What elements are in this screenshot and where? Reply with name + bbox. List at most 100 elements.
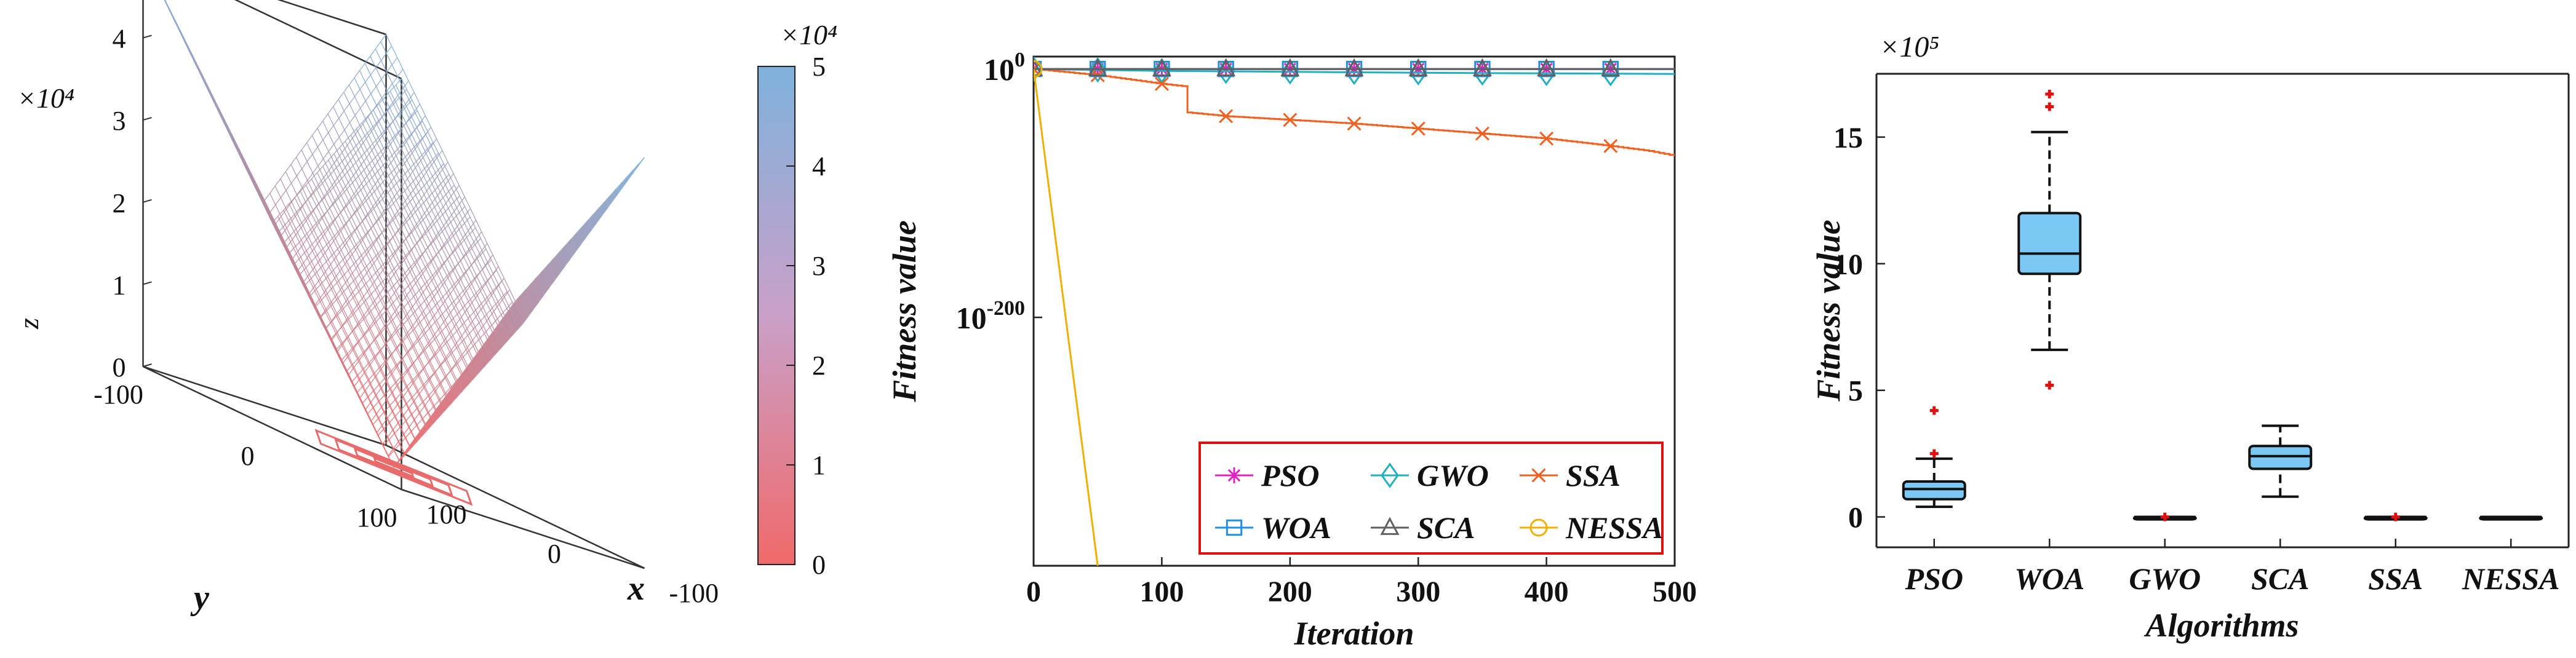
- surface-mesh-line: [458, 379, 465, 387]
- surface-mesh-line: [397, 258, 404, 265]
- surface-mesh-line: [420, 179, 428, 191]
- surface-mesh-line: [364, 279, 370, 286]
- surface-mesh-line: [519, 305, 525, 314]
- surface-mesh-line: [327, 106, 334, 114]
- surface-mesh-line: [381, 98, 388, 110]
- surface-mesh-line: [611, 190, 618, 199]
- surface-mesh-line: [536, 287, 543, 296]
- surface-mesh-line: [535, 287, 542, 295]
- surface-mesh-line: [314, 260, 321, 268]
- surface-mesh-line: [445, 338, 452, 351]
- surface-mesh-line: [405, 200, 412, 213]
- surface-mesh-line: [589, 218, 596, 226]
- surface-mesh-line: [515, 316, 521, 325]
- surface-mesh-line: [458, 377, 465, 385]
- surface-mesh-line: [486, 346, 493, 355]
- surface-mesh-line: [379, 327, 386, 335]
- surface-mesh-line: [280, 190, 287, 198]
- surface-mesh-line: [481, 355, 488, 363]
- surface-mesh-line: [442, 398, 449, 407]
- surface-mesh-line: [455, 390, 461, 398]
- surface-mesh-line: [303, 274, 310, 282]
- surface-mesh-line: [361, 164, 368, 176]
- surface-mesh-line: [475, 227, 481, 239]
- surface-mesh-line: [353, 303, 359, 311]
- surface-mesh-line: [353, 322, 359, 330]
- surface-mesh-line: [421, 148, 428, 156]
- surface-mesh-line: [528, 309, 534, 317]
- surface-mesh-line: [353, 311, 359, 323]
- surface-mesh-line: [333, 170, 340, 182]
- surface-mesh-line: [293, 224, 300, 232]
- surface-mesh-line: [370, 55, 377, 68]
- surface-mesh-line: [491, 338, 498, 346]
- surface-mesh-line: [372, 161, 378, 170]
- surface-mesh-line: [330, 245, 337, 258]
- surface-mesh-line: [538, 271, 544, 279]
- surface-mesh-line: [628, 172, 634, 180]
- convergence-marker: [1529, 518, 1548, 537]
- surface-mesh-line: [391, 264, 399, 271]
- surface-mesh-line: [404, 190, 411, 202]
- surface-mesh-line: [453, 192, 460, 205]
- surface-mesh-line: [343, 202, 350, 210]
- surface-mesh-line: [384, 90, 391, 98]
- surface-mesh-line: [311, 189, 317, 196]
- surface-mesh-line: [391, 298, 397, 305]
- convergence-marker: [1283, 113, 1298, 127]
- surface-mesh-line: [445, 326, 452, 338]
- surface-mesh-line: [498, 296, 505, 305]
- surface-mesh-line: [396, 315, 403, 327]
- surface-mesh-line: [556, 256, 563, 265]
- surface-mesh-line: [430, 409, 437, 418]
- surface-mesh-line: [353, 297, 359, 309]
- surface-mesh-line: [453, 387, 460, 395]
- surface-mesh-line: [623, 178, 629, 187]
- surface-mesh-line: [432, 195, 438, 203]
- surface-mesh-line: [425, 260, 431, 268]
- surface-mesh-line: [437, 232, 445, 245]
- surface-mesh-line: [324, 226, 330, 234]
- surface-mesh-line: [337, 276, 343, 283]
- surface-mesh-line: [349, 202, 356, 214]
- surface-mesh-line: [389, 222, 396, 235]
- surface-mesh-line: [415, 179, 422, 187]
- surface-mesh-line: [293, 231, 300, 242]
- surface-mesh-line: [462, 301, 469, 308]
- surface-mesh-line: [491, 338, 498, 347]
- convergence-x-tick-label: 200: [1268, 576, 1312, 608]
- surface-mesh-line: [358, 341, 365, 354]
- surface-mesh-line: [311, 195, 317, 207]
- surface-mesh-line: [399, 208, 406, 220]
- surface-mesh-line: [437, 170, 444, 181]
- surface-mesh-line: [305, 236, 311, 247]
- surface-mesh-line: [269, 192, 276, 205]
- surface-mesh-line: [397, 365, 404, 378]
- surface-mesh-line: [456, 354, 463, 362]
- surface-mesh-line: [423, 317, 430, 329]
- surface-mesh-line: [351, 228, 357, 236]
- surface-mesh-line: [465, 373, 471, 382]
- surface-mesh-line: [447, 180, 455, 193]
- surface-mesh-line: [351, 235, 358, 248]
- surface-box-edge: [277, 0, 386, 36]
- surface-mesh-line: [367, 380, 374, 392]
- surface-mesh-line: [322, 140, 329, 152]
- surface-mesh-line: [474, 278, 481, 290]
- surface-mesh-line: [370, 364, 377, 376]
- surface-mesh-line: [482, 261, 488, 270]
- surface-mesh-line: [417, 280, 424, 293]
- surface-mesh-line: [406, 295, 413, 307]
- surface-mesh-line: [541, 279, 548, 287]
- surface-mesh-line: [490, 259, 497, 271]
- surface-mesh-line: [443, 164, 450, 175]
- surface-mesh-line: [441, 397, 448, 405]
- boxplot-xlabel: Algorithms: [2143, 607, 2299, 644]
- surface-mesh-line: [589, 215, 595, 223]
- surface-mesh-line: [348, 263, 354, 271]
- surface-mesh-line: [319, 240, 325, 253]
- surface-mesh-line: [407, 296, 414, 303]
- surface-mesh-line: [420, 424, 426, 433]
- surface-mesh-line: [381, 215, 388, 227]
- surface-mesh-line: [370, 255, 377, 263]
